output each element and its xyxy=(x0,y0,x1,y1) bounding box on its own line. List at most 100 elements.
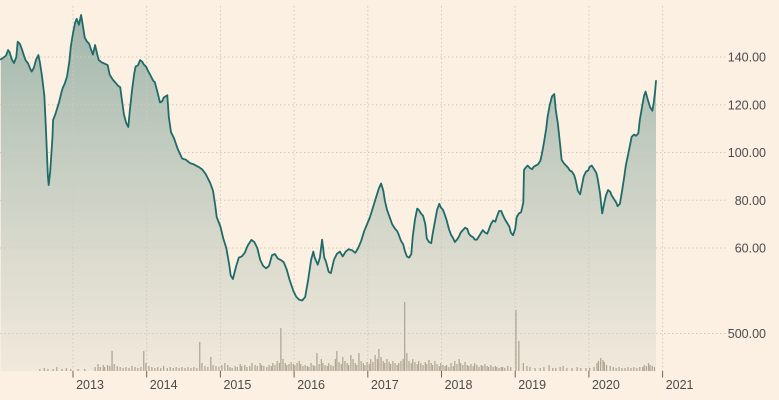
volume-bar xyxy=(175,367,177,371)
volume-bar xyxy=(284,363,286,371)
volume-bar xyxy=(450,363,452,371)
volume-bar xyxy=(326,366,328,371)
volume-bar xyxy=(312,365,314,371)
volume-bar xyxy=(148,366,150,371)
volume-bar xyxy=(548,365,550,371)
volume-bar xyxy=(362,363,364,371)
axis-labels: 2013 2014 2015 2016 2017 2018 2019 2020 2021 140.… xyxy=(72,51,766,392)
volume-bar xyxy=(562,366,564,371)
volume-bar xyxy=(494,366,496,371)
volume-bar xyxy=(61,369,63,371)
volume-bar xyxy=(316,353,318,371)
volume-bar xyxy=(430,363,432,371)
volume-bar xyxy=(77,369,79,371)
volume-bar xyxy=(134,367,136,371)
volume-bar xyxy=(464,362,466,371)
volume-bar xyxy=(241,366,243,371)
volume-bar xyxy=(404,302,406,371)
volume-bar xyxy=(227,365,229,371)
volume-bar xyxy=(338,362,340,371)
volume-bar xyxy=(486,366,488,371)
volume-bar xyxy=(422,365,424,371)
price-line-path xyxy=(0,14,657,302)
volume-bar xyxy=(272,363,274,371)
volume-bar xyxy=(340,364,342,371)
volume-bar xyxy=(466,365,468,371)
volume-bar xyxy=(184,368,186,371)
volume-bar xyxy=(346,363,348,371)
volume-bar xyxy=(402,359,404,371)
x-axis-label-2016: 2016 xyxy=(297,378,325,392)
volume-bar xyxy=(234,366,236,371)
volume-bar xyxy=(609,366,611,371)
volume-bar xyxy=(651,366,653,371)
volume-bar xyxy=(645,366,647,371)
volume-bar xyxy=(276,361,278,371)
volume-bar xyxy=(414,362,416,371)
volume-bar xyxy=(131,366,133,371)
volume-bar xyxy=(498,368,500,371)
volume-bar xyxy=(384,363,386,371)
volume-bar xyxy=(274,365,276,371)
volume-bar xyxy=(52,369,54,371)
x-axis-label-2015: 2015 xyxy=(223,378,251,392)
volume-bar xyxy=(330,365,332,371)
volume-bar xyxy=(596,363,598,371)
price-line xyxy=(0,14,657,302)
volume-bar xyxy=(515,310,517,371)
volume-bar xyxy=(392,361,394,371)
volume-bar xyxy=(653,367,656,371)
volume-bar xyxy=(406,353,408,371)
volume-bar xyxy=(166,368,168,371)
volume-bar xyxy=(630,368,632,371)
volume-bar xyxy=(543,367,545,371)
volume-bar xyxy=(266,367,268,371)
volume-bar xyxy=(618,367,620,371)
volume-bar xyxy=(490,365,492,371)
volume-bar xyxy=(589,368,591,371)
volume-bar xyxy=(116,366,118,371)
volume-bar xyxy=(482,366,484,371)
volume-bar xyxy=(294,365,296,371)
volume-bar xyxy=(529,367,531,371)
volume-bar xyxy=(440,363,442,371)
volume-bar xyxy=(172,368,174,371)
volume-bar xyxy=(99,367,101,371)
volume-bar xyxy=(169,367,171,371)
volume-bar xyxy=(207,367,209,371)
volume-bar xyxy=(178,368,180,371)
volume-bar xyxy=(84,369,86,371)
volume-bar xyxy=(336,351,338,371)
y-axis-volume-label: 500.00 xyxy=(728,327,766,341)
volume-bar xyxy=(107,365,109,371)
volume-bar xyxy=(366,362,368,371)
area-fill-path xyxy=(0,15,657,371)
volume-bar xyxy=(97,364,99,371)
x-axis-label-2018: 2018 xyxy=(445,378,473,392)
volume-bar xyxy=(221,365,223,371)
volume-bar xyxy=(314,366,316,371)
volume-bar xyxy=(597,361,600,371)
volume-bar xyxy=(649,365,651,371)
volume-bar xyxy=(470,364,472,371)
volume-bar xyxy=(218,367,220,371)
volume-bar xyxy=(352,359,354,371)
volume-bars xyxy=(39,302,656,371)
volume-bar xyxy=(500,367,502,371)
volume-bar xyxy=(456,364,458,371)
volume-bar xyxy=(334,359,336,371)
volume-bar xyxy=(278,363,280,371)
volume-bar xyxy=(364,365,366,371)
volume-bar xyxy=(502,367,504,371)
volume-bar xyxy=(566,368,568,371)
volume-bar xyxy=(113,364,115,371)
volume-bar xyxy=(163,366,165,371)
volume-bar xyxy=(246,367,248,371)
volume-bar xyxy=(204,366,206,371)
volume-bar xyxy=(151,367,153,371)
volume-bar xyxy=(442,365,444,371)
volume-bar xyxy=(119,367,121,371)
volume-bar xyxy=(484,364,486,371)
